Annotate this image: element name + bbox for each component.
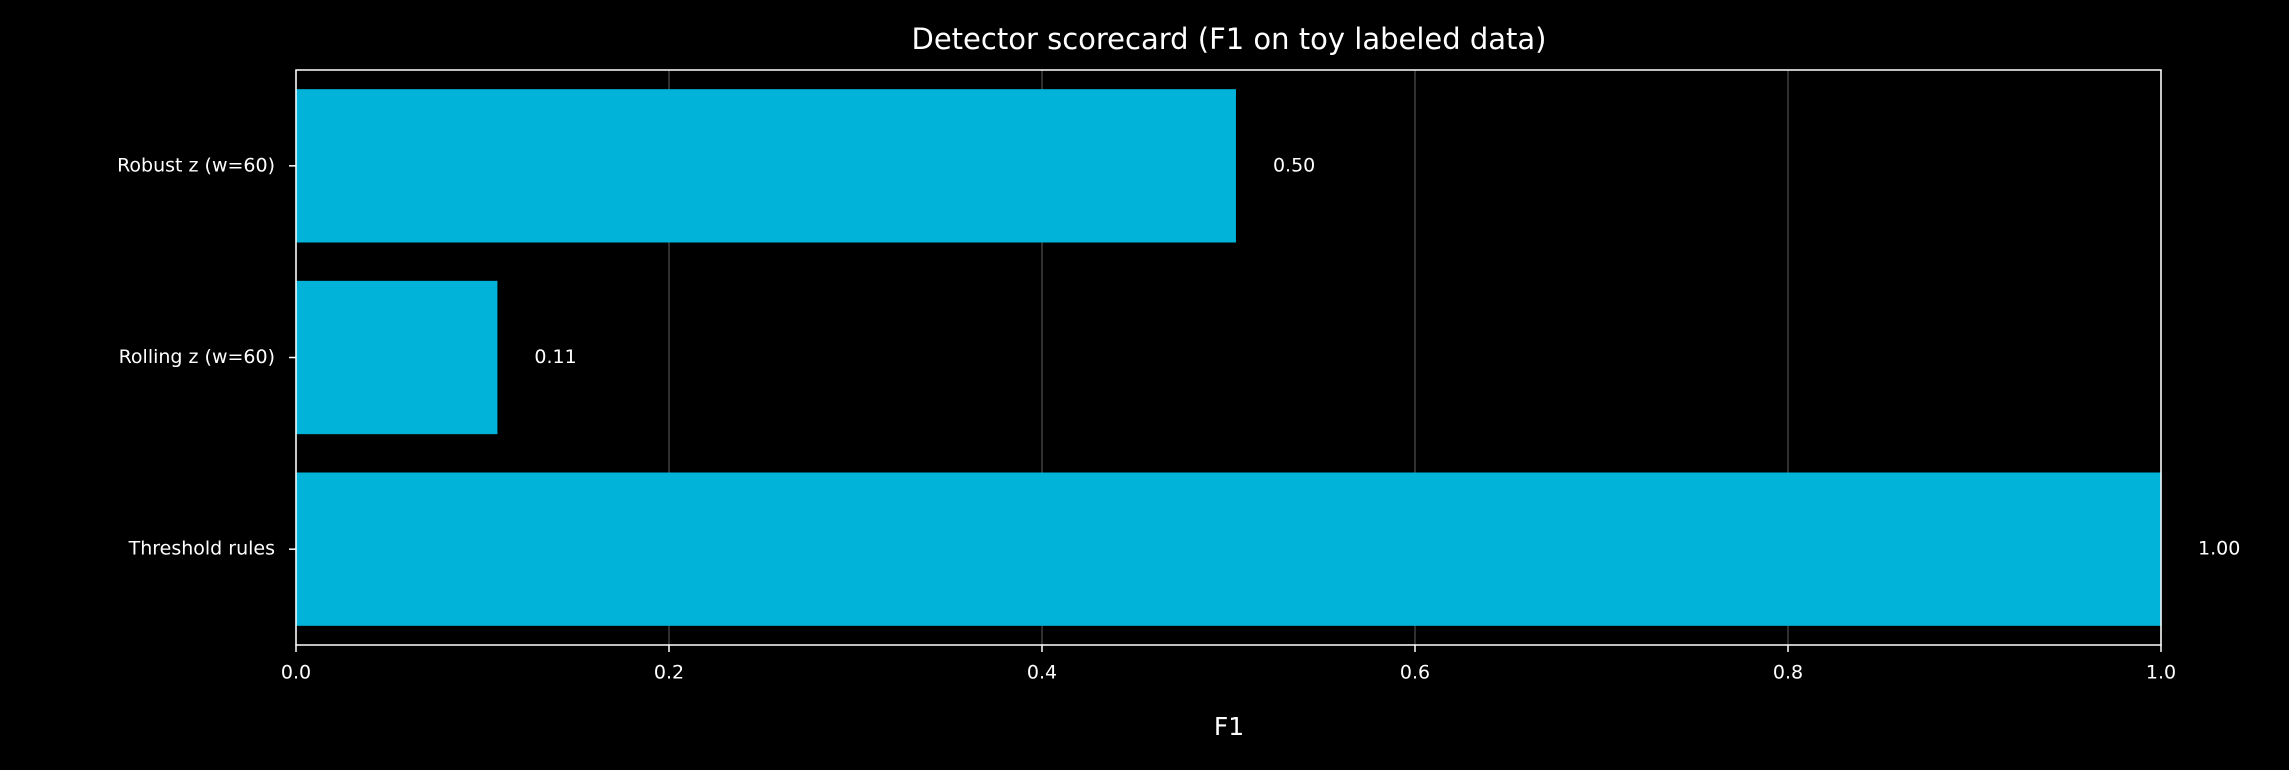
chart-title: Detector scorecard (F1 on toy labeled da… bbox=[912, 22, 1547, 56]
value-label: 1.00 bbox=[2198, 538, 2240, 560]
x-tick-label: 0.0 bbox=[281, 662, 311, 684]
value-label: 0.11 bbox=[534, 346, 576, 368]
plot-frame bbox=[295, 69, 2162, 646]
bar bbox=[296, 472, 2161, 626]
x-axis-label: F1 bbox=[1214, 712, 1244, 741]
bar bbox=[296, 89, 1236, 243]
x-tick-label: 0.8 bbox=[1773, 662, 1803, 684]
y-tick-label: Rolling z (w=60) bbox=[119, 346, 275, 368]
y-tick-label: Robust z (w=60) bbox=[117, 154, 275, 176]
value-label: 0.50 bbox=[1273, 154, 1315, 176]
y-tick-label: Threshold rules bbox=[128, 538, 275, 560]
x-tick-label: 0.6 bbox=[1400, 662, 1430, 684]
x-tick-label: 0.4 bbox=[1027, 662, 1057, 684]
x-tick-label: 1.0 bbox=[2146, 662, 2176, 684]
bar bbox=[296, 280, 498, 435]
x-tick-label: 0.2 bbox=[654, 662, 684, 684]
